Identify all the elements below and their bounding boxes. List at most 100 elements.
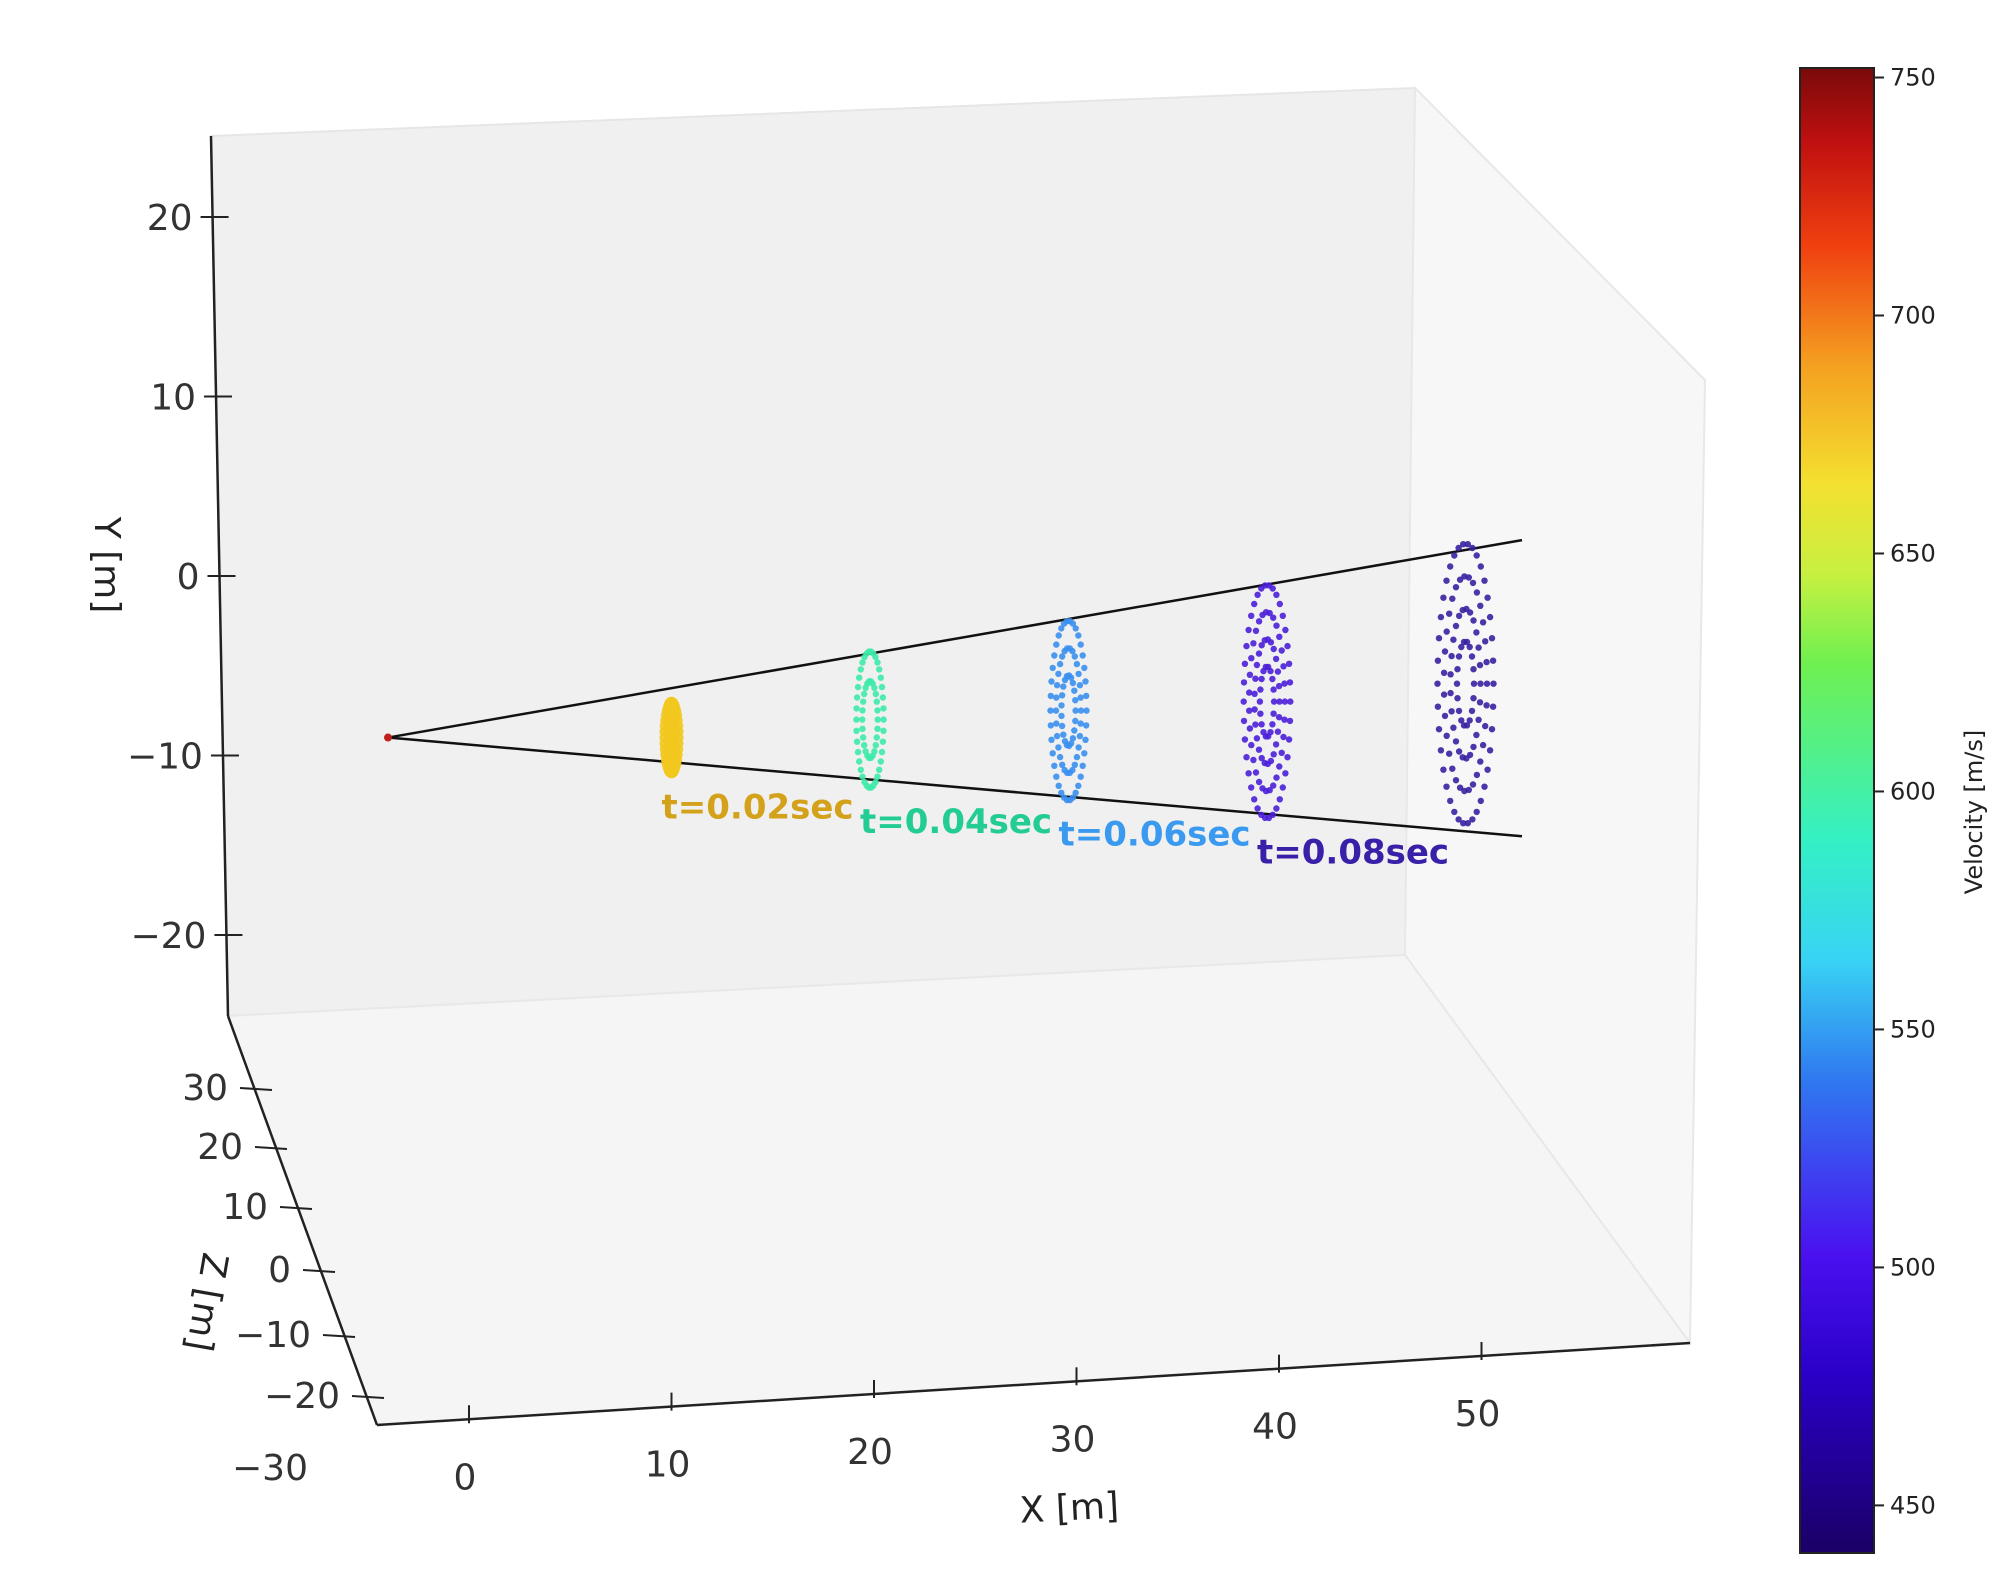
- data-point: [1075, 744, 1082, 751]
- z-tick-mark: [254, 1146, 288, 1150]
- data-point: [1053, 773, 1060, 780]
- data-point: [1251, 706, 1258, 713]
- data-point: [874, 725, 881, 732]
- data-point: [1060, 794, 1068, 801]
- data-point: [1270, 645, 1277, 653]
- data-point: [1470, 743, 1477, 751]
- data-point: [1278, 647, 1285, 654]
- data-point: [1245, 626, 1252, 634]
- data-point: [1482, 638, 1489, 645]
- y-tick-label: 10: [150, 378, 196, 419]
- data-point: [1049, 664, 1056, 672]
- data-point: [1440, 766, 1447, 773]
- data-point: [1486, 747, 1494, 754]
- origin-point: [384, 733, 392, 742]
- data-point: [1281, 680, 1288, 687]
- data-point: [1434, 680, 1441, 687]
- z-tick-label: 20: [197, 1127, 243, 1168]
- data-point: [1469, 579, 1477, 587]
- data-point: [1437, 613, 1445, 621]
- data-point: [1255, 778, 1263, 786]
- data-point: [1240, 679, 1248, 686]
- data-point: [859, 716, 866, 723]
- series-label: t=0.02sec: [662, 787, 854, 827]
- data-point: [1055, 744, 1062, 751]
- data-point: [1451, 808, 1458, 816]
- data-point: [1269, 721, 1276, 728]
- data-point: [1473, 771, 1481, 779]
- data-point: [1260, 729, 1267, 736]
- data-point: [1058, 625, 1065, 632]
- data-point: [1270, 710, 1277, 717]
- data-point: [1256, 698, 1264, 705]
- data-point: [1441, 648, 1449, 655]
- data-point: [1083, 707, 1090, 714]
- data-point: [1486, 613, 1494, 621]
- data-point: [1280, 733, 1287, 741]
- x-tick-label: 0: [454, 1457, 477, 1498]
- x-tick-label: 30: [1050, 1419, 1096, 1460]
- data-point: [1483, 680, 1491, 687]
- data-point: [1055, 632, 1062, 639]
- data-point: [1077, 707, 1085, 714]
- data-point: [1072, 697, 1079, 704]
- data-point: [1455, 707, 1463, 715]
- data-point: [1448, 652, 1455, 660]
- data-point: [1443, 577, 1450, 584]
- data-point: [1464, 541, 1472, 548]
- data-point: [1075, 632, 1082, 639]
- data-point: [1077, 773, 1084, 780]
- data-point: [1075, 782, 1082, 789]
- data-point: [1282, 626, 1289, 634]
- data-point: [1254, 805, 1261, 812]
- data-point: [1476, 699, 1484, 706]
- data-point: [1469, 816, 1476, 823]
- data-point: [853, 716, 860, 723]
- data-point: [1246, 671, 1254, 678]
- data-point: [1075, 670, 1082, 678]
- data-point: [1466, 643, 1473, 651]
- data-point: [1279, 612, 1287, 619]
- x-tick-label: 10: [645, 1445, 691, 1486]
- data-point: [874, 707, 881, 714]
- data-point: [1058, 702, 1065, 709]
- data-point: [879, 738, 887, 745]
- data-point: [1447, 563, 1454, 570]
- data-point: [859, 659, 866, 666]
- data-point: [1282, 770, 1289, 777]
- data-point: [1479, 741, 1487, 749]
- data-point: [1276, 763, 1283, 770]
- data-point: [1258, 721, 1265, 728]
- data-point: [1267, 667, 1274, 675]
- data-point: [1440, 691, 1448, 698]
- y-tick-label: −10: [127, 737, 203, 778]
- data-point: [1246, 689, 1253, 696]
- data-point: [859, 707, 866, 714]
- data-point: [874, 716, 881, 723]
- z-tick-label: −20: [264, 1376, 340, 1417]
- data-point: [1258, 675, 1265, 683]
- data-point: [1061, 766, 1068, 774]
- data-point: [1071, 727, 1078, 734]
- data-point: [1250, 640, 1257, 647]
- colorbar-tick-label: 750: [1890, 64, 1936, 92]
- data-point: [872, 742, 879, 749]
- data-point: [872, 653, 879, 661]
- data-point: [1243, 754, 1250, 761]
- data-point: [854, 748, 862, 756]
- data-point: [1489, 703, 1497, 710]
- data-point: [1270, 782, 1277, 789]
- data-point: [1079, 652, 1086, 659]
- data-point: [878, 748, 886, 756]
- data-point: [1275, 714, 1283, 721]
- data-point: [873, 734, 880, 741]
- z-tick-label: 10: [222, 1187, 268, 1228]
- data-point: [1081, 664, 1088, 672]
- data-point: [1434, 657, 1442, 664]
- data-point: [1449, 595, 1456, 602]
- data-point: [1077, 720, 1084, 727]
- data-point: [1258, 642, 1265, 649]
- data-point: [1253, 661, 1261, 669]
- colorbar-tick-label: 450: [1890, 1491, 1936, 1519]
